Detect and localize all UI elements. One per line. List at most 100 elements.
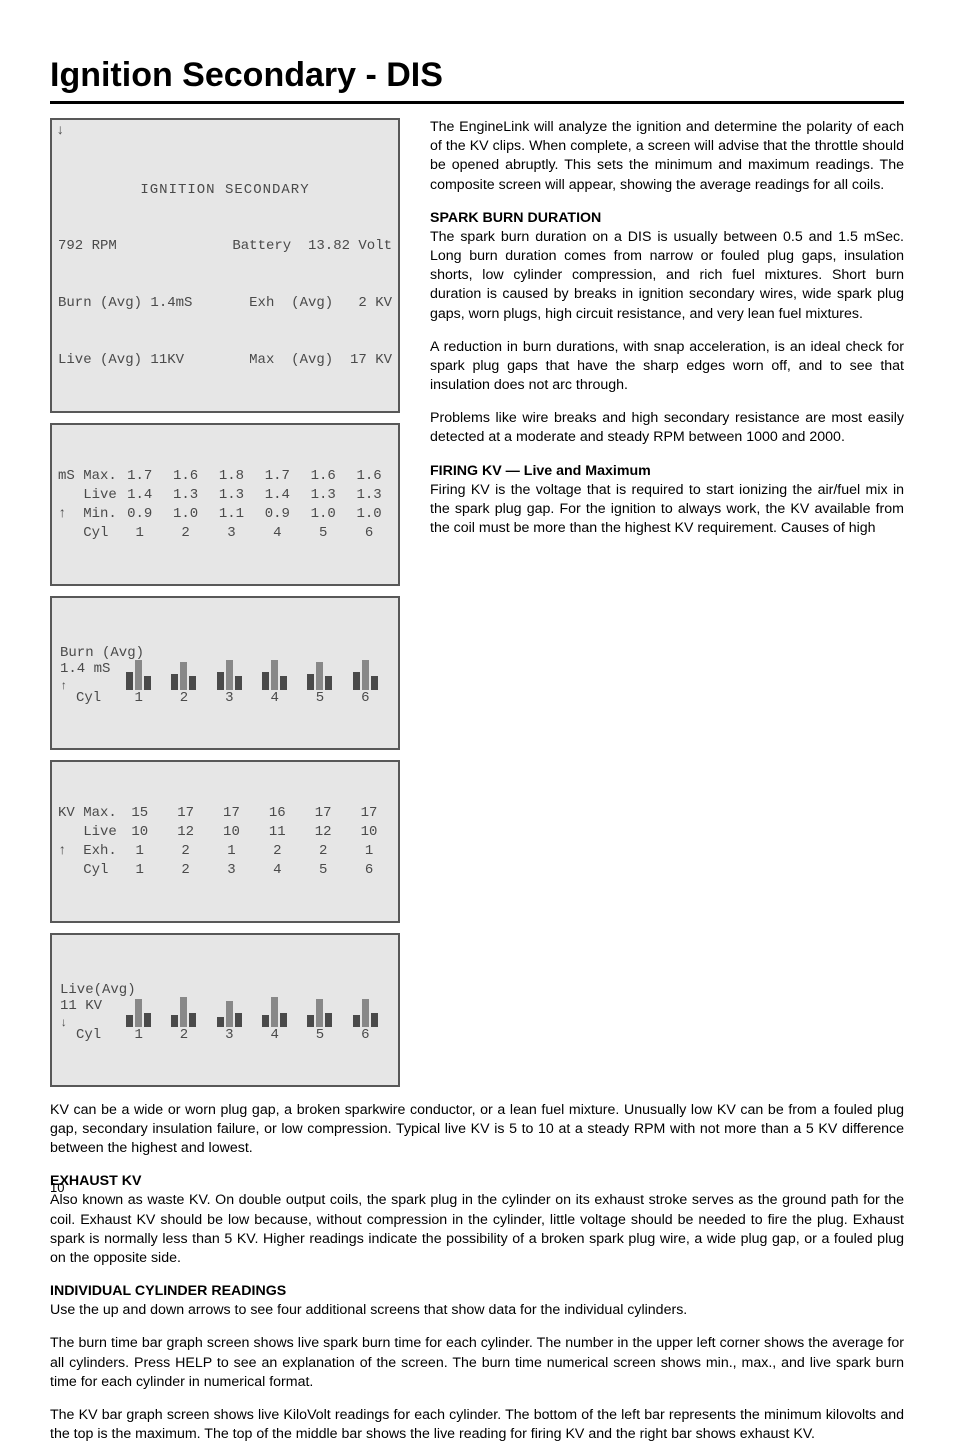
table-cell: 15 xyxy=(117,804,163,823)
bar-group xyxy=(262,987,287,1027)
cyl-number: 1 xyxy=(134,1026,142,1045)
max-avg-label: Max (Avg) xyxy=(249,352,333,368)
bar-group xyxy=(262,650,287,690)
page-number: 10 xyxy=(50,1180,64,1195)
table-cell: 1.6 xyxy=(346,467,392,486)
chart-bar xyxy=(126,672,133,690)
chart-bar xyxy=(135,999,142,1027)
chart-bar xyxy=(307,674,314,690)
paragraph: Problems like wire breaks and high secon… xyxy=(430,409,904,447)
table-cell: 1.0 xyxy=(346,505,392,524)
live-avg-value: 11KV xyxy=(150,352,184,368)
section-heading: FIRING KV — Live and Maximum xyxy=(430,463,651,479)
down-arrow-icon: ↓ xyxy=(60,1015,67,1031)
live-avg-label: Live (Avg) xyxy=(58,352,142,368)
bar-group xyxy=(171,987,196,1027)
paragraph: Use the up and down arrows to see four a… xyxy=(50,1302,687,1318)
paragraph: Also known as waste KV. On double output… xyxy=(50,1192,904,1266)
table-cell: 0.9 xyxy=(117,505,163,524)
chart-bar xyxy=(189,676,196,690)
table-cell: 1.7 xyxy=(254,467,300,486)
cyl-number: 4 xyxy=(254,861,300,880)
table-cell: 1.0 xyxy=(163,505,209,524)
chart-bar xyxy=(271,660,278,690)
chart-bar xyxy=(325,1013,332,1027)
burn-bar-value: 1.4 mS xyxy=(60,660,110,679)
paragraph: The EngineLink will analyze the ignition… xyxy=(430,118,904,195)
cyl-axis-label: Cyl xyxy=(58,861,117,880)
table-row-label: mS Max. xyxy=(58,467,117,486)
bar-group xyxy=(126,650,151,690)
section-heading: INDIVIDUAL CYLINDER READINGS xyxy=(50,1283,286,1299)
table-cell: 1 xyxy=(117,842,163,861)
chart-bar xyxy=(280,676,287,690)
table-cell: 1.0 xyxy=(300,505,346,524)
right-text-column: The EngineLink will analyze the ignition… xyxy=(430,118,904,1097)
lcd-screen-summary: ↓ IGNITION SECONDARY 792 RPM Battery 13.… xyxy=(50,118,400,413)
bar-group xyxy=(171,650,196,690)
bar-group xyxy=(353,650,378,690)
battery-value: 13.82 Volt xyxy=(308,238,392,254)
battery-label: Battery xyxy=(232,238,291,254)
bar-group xyxy=(353,987,378,1027)
table-cell: 1 xyxy=(346,842,392,861)
cyl-number: 6 xyxy=(361,689,369,708)
cyl-number: 4 xyxy=(270,1026,278,1045)
cyl-number: 2 xyxy=(163,524,209,543)
table-cell: 17 xyxy=(209,804,255,823)
paragraph: A reduction in burn durations, with snap… xyxy=(430,338,904,396)
chart-bar xyxy=(226,1001,233,1027)
cyl-number: 5 xyxy=(316,689,324,708)
lcd-screen-live-bars: Live(Avg) 11 KV ↓ Cyl 123456 xyxy=(50,933,400,1087)
table-cell: 1.6 xyxy=(300,467,346,486)
paragraph: The KV bar graph screen shows live KiloV… xyxy=(50,1406,904,1444)
table-cell: 17 xyxy=(346,804,392,823)
rpm-reading: 792 RPM xyxy=(58,237,117,256)
table-cell: 10 xyxy=(117,823,163,842)
burn-avg-label: Burn (Avg) xyxy=(58,295,142,311)
cyl-number: 3 xyxy=(209,524,255,543)
chart-bar xyxy=(325,676,332,690)
chart-bar xyxy=(217,672,224,690)
bar-group xyxy=(307,650,332,690)
exh-avg-label: Exh (Avg) xyxy=(249,295,333,311)
table-cell: 17 xyxy=(300,804,346,823)
chart-bar xyxy=(316,662,323,690)
cyl-number: 3 xyxy=(225,689,233,708)
table-cell: 1.3 xyxy=(300,486,346,505)
chart-bar xyxy=(362,999,369,1027)
section-heading: SPARK BURN DURATION xyxy=(430,210,601,226)
cyl-number: 5 xyxy=(300,524,346,543)
lcd-column: ↓ IGNITION SECONDARY 792 RPM Battery 13.… xyxy=(50,118,400,1097)
table-cell: 11 xyxy=(254,823,300,842)
chart-bar xyxy=(171,674,178,690)
table-cell: 10 xyxy=(346,823,392,842)
cyl-axis-label: Cyl xyxy=(76,689,101,708)
cyl-number: 5 xyxy=(316,1026,324,1045)
table-row-label: Live xyxy=(58,823,117,842)
cyl-number: 3 xyxy=(225,1026,233,1045)
table-cell: 0.9 xyxy=(254,505,300,524)
chart-bar xyxy=(226,660,233,690)
cyl-number: 4 xyxy=(254,524,300,543)
burn-avg-value: 1.4mS xyxy=(150,295,192,311)
live-bar-value: 11 KV xyxy=(60,997,102,1016)
cyl-number: 3 xyxy=(209,861,255,880)
chart-bar xyxy=(316,999,323,1027)
table-cell: 12 xyxy=(163,823,209,842)
chart-bar xyxy=(271,997,278,1027)
table-row-label: Live xyxy=(58,486,117,505)
bar-group xyxy=(307,987,332,1027)
chart-bar xyxy=(189,1013,196,1027)
cyl-axis-label: Cyl xyxy=(76,1026,101,1045)
table-cell: 1.3 xyxy=(209,486,255,505)
chart-bar xyxy=(180,997,187,1027)
title-rule xyxy=(50,101,904,104)
chart-bar xyxy=(262,672,269,690)
table-row-label: ↑ Min. xyxy=(58,505,117,524)
cyl-number: 6 xyxy=(361,1026,369,1045)
table-row-label: KV Max. xyxy=(58,804,117,823)
bar-group xyxy=(217,987,242,1027)
table-cell: 2 xyxy=(254,842,300,861)
table-cell: 12 xyxy=(300,823,346,842)
